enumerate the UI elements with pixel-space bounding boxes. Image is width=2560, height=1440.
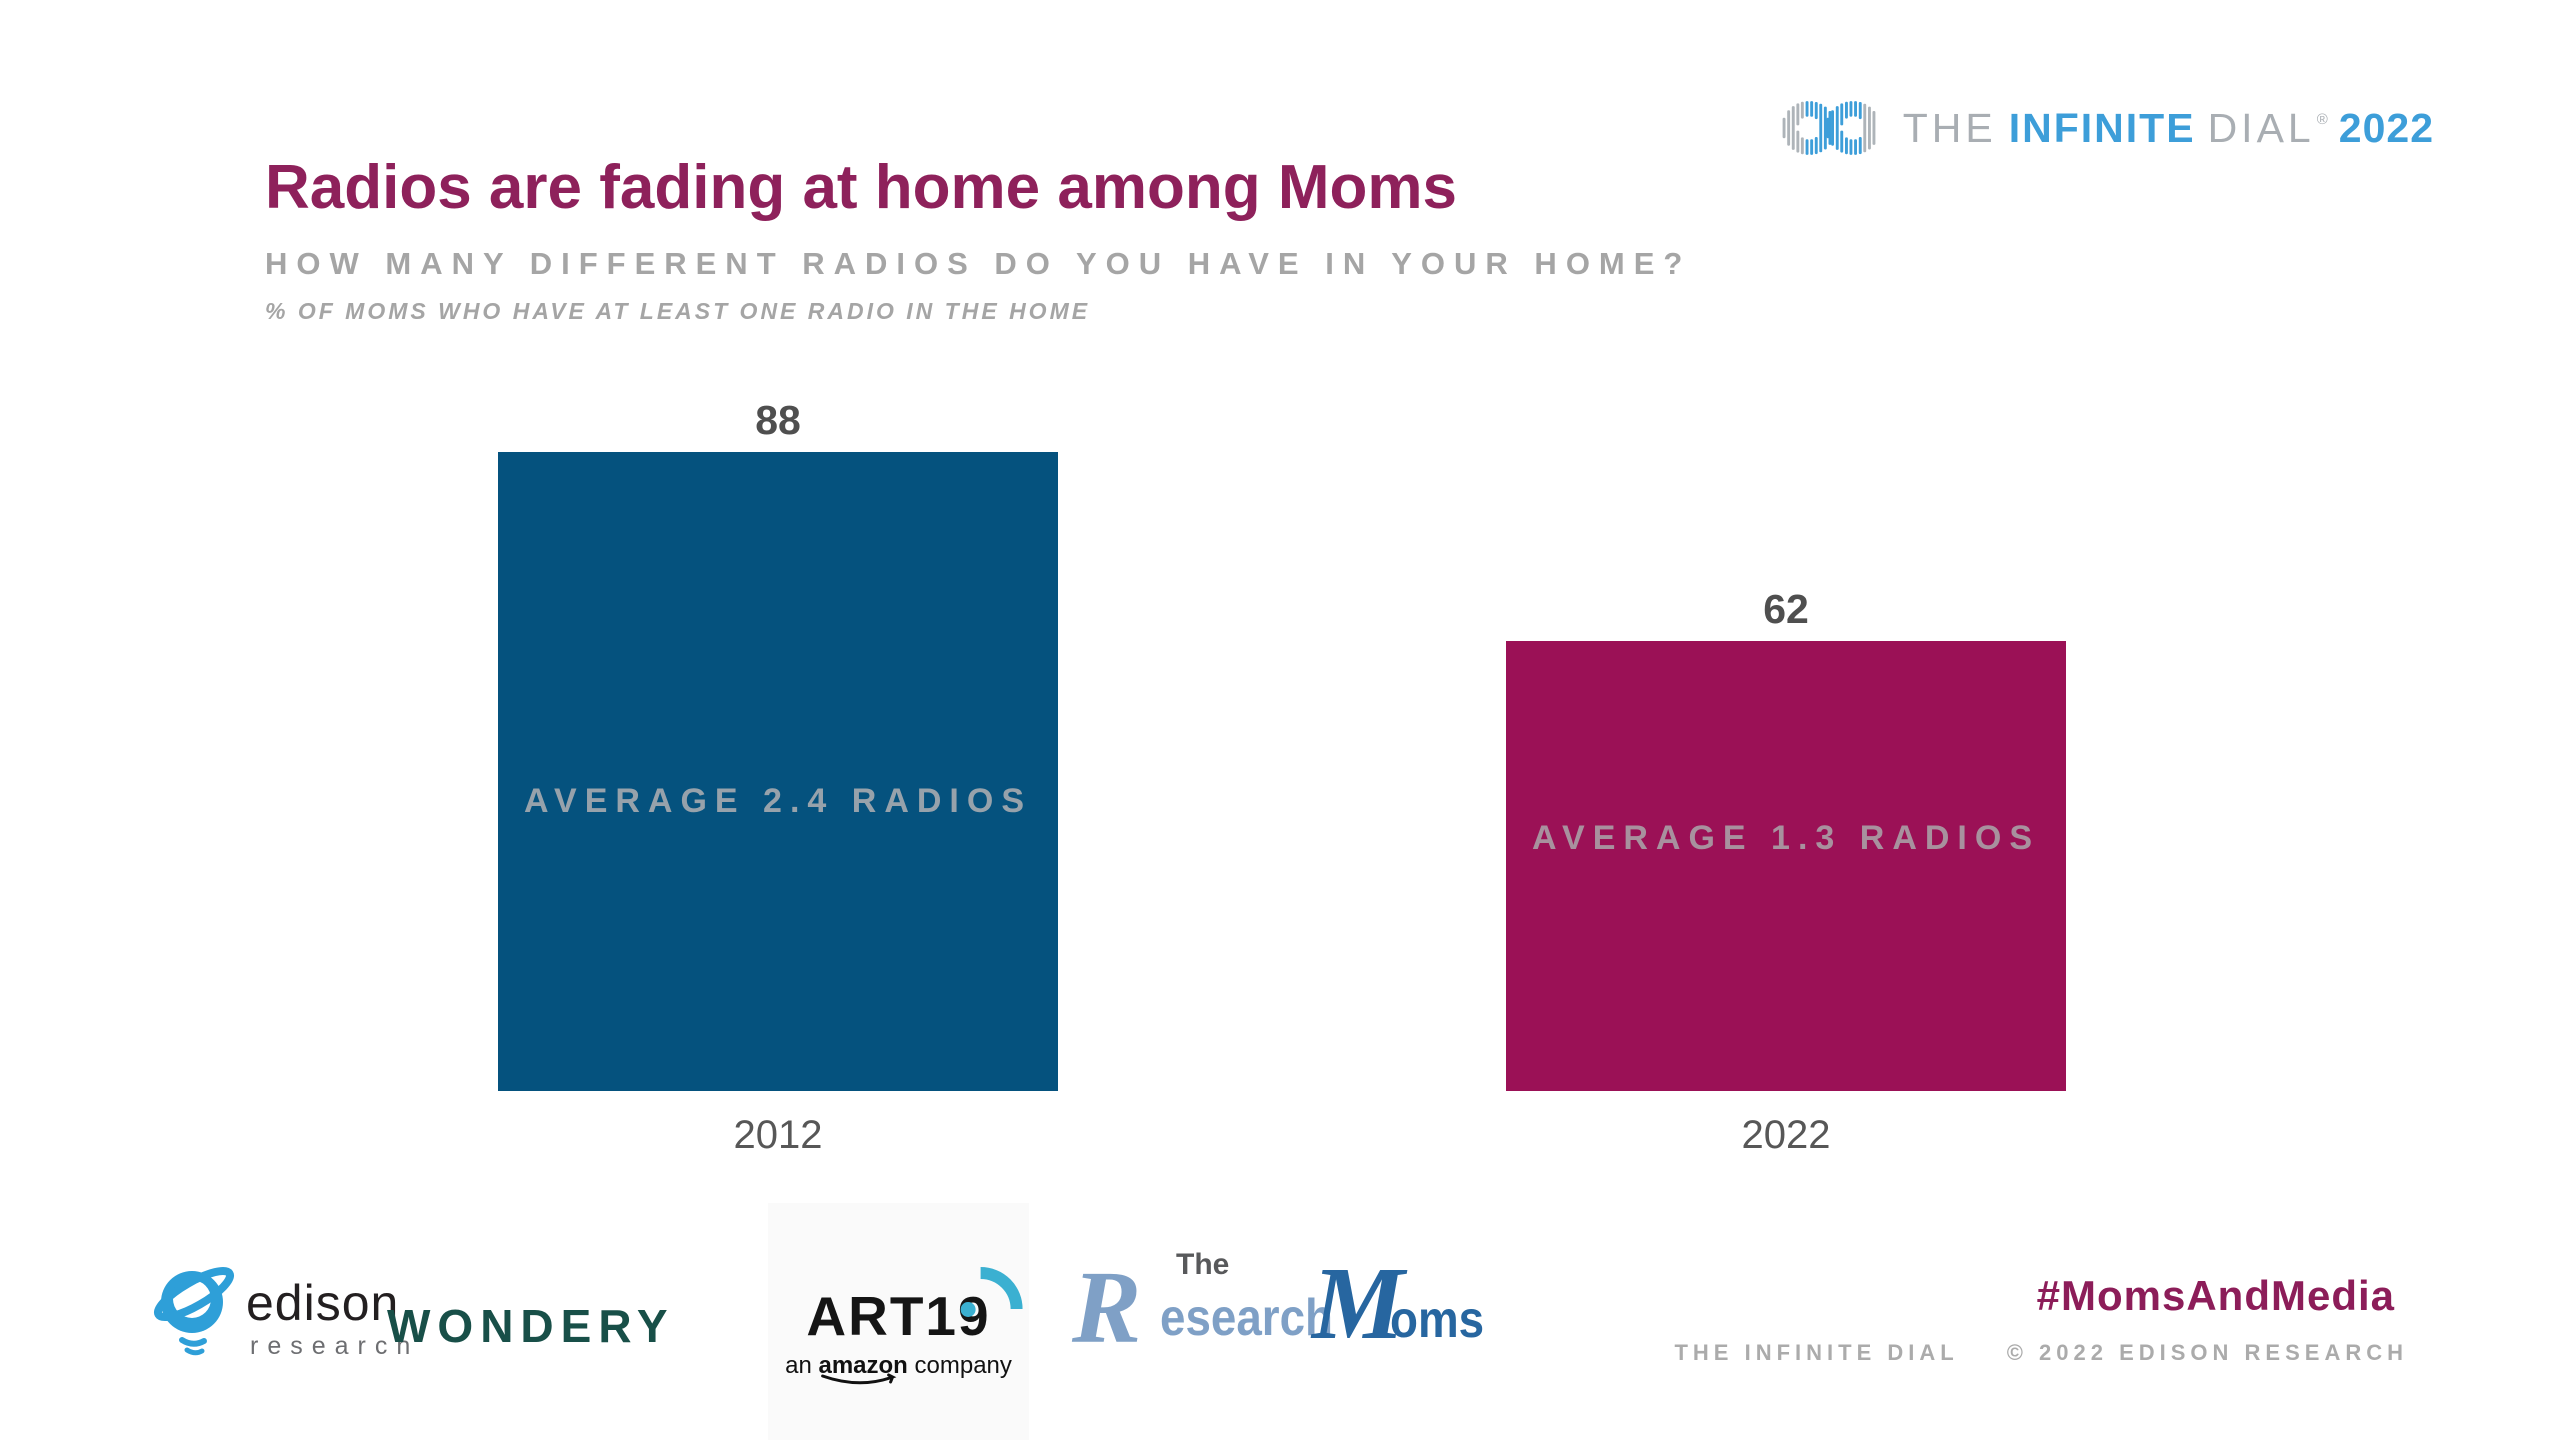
chart-question: HOW MANY DIFFERENT RADIOS DO YOU HAVE IN… (265, 246, 1692, 281)
art19-dot-icon (960, 1302, 976, 1317)
brand-year: 2022 (2338, 104, 2434, 151)
art19-sub-prefix: an (785, 1352, 819, 1379)
art19-name: ART19 (806, 1267, 1023, 1344)
art19-wordmark: ART19 (806, 1285, 991, 1347)
edison-research-logo: edison research (150, 1252, 419, 1361)
research-moms-oms: oms (1390, 1291, 1485, 1349)
amazon-smile-icon (820, 1373, 897, 1385)
edison-planet-icon (153, 1267, 235, 1356)
brand-the: THE (1902, 104, 1997, 151)
page-title: Radios are fading at home among Moms (265, 153, 1457, 222)
brand-dial: DIAL (2207, 104, 2315, 151)
bar-rect-2022: AVERAGE 1.3 RADIOS (1506, 641, 2066, 1091)
footer-credit-left: THE INFINITE DIAL (1674, 1340, 1959, 1365)
wondery-logo: WONDERY (387, 1300, 675, 1352)
edison-logo-text: edison research (246, 1278, 419, 1361)
bar-value-2012: 88 (755, 397, 801, 443)
research-moms-m: M (1312, 1246, 1405, 1361)
research-moms-r: R (1072, 1250, 1142, 1365)
art19-amazon-line: an amazon company (785, 1352, 1012, 1385)
infinite-dial-logo-icon (1782, 101, 1876, 155)
infinite-dial-logo: THE INFINITE DIAL ® 2022 (1781, 96, 2434, 160)
footer-credit-right: © 2022 EDISON RESEARCH (2006, 1340, 2408, 1365)
research-moms-logo: R The esearch M oms (1072, 1246, 1484, 1400)
bar-annotation-2012: AVERAGE 2.4 RADIOS (523, 782, 1032, 820)
edison-sub: research (250, 1332, 420, 1360)
x-axis-label-2012: 2012 (733, 1113, 823, 1157)
art19-sub-suffix: company (907, 1352, 1012, 1379)
bar-annotation-2022: AVERAGE 1.3 RADIOS (1531, 819, 2040, 857)
hashtag: #MomsAndMedia (2036, 1272, 2395, 1319)
brand-infinite: INFINITE (2008, 104, 2196, 151)
bar-rect-2012: AVERAGE 2.4 RADIOS (498, 452, 1058, 1091)
amazon-word: amazon (818, 1352, 908, 1385)
chart-base-note: % OF MOMS WHO HAVE AT LEAST ONE RADIO IN… (265, 298, 1091, 324)
art19-signal-arc-icon (980, 1267, 1023, 1310)
research-moms-esearch: esearch (1160, 1289, 1334, 1347)
registered-mark: ® (2316, 110, 2329, 128)
amazon-word-text: amazon (818, 1352, 908, 1379)
edison-name: edison (246, 1275, 400, 1331)
bar-value-2022: 62 (1763, 586, 1809, 632)
infinite-dial-logo-text: THE INFINITE DIAL ® 2022 (1903, 105, 2434, 152)
art19-logo-inner: ART19 an amazon company (785, 1267, 1023, 1385)
x-axis-label-2022: 2022 (1741, 1113, 1831, 1157)
art19-logo: ART19 an amazon company (768, 1203, 1029, 1440)
footer-credit: THE INFINITE DIAL © 2022 EDISON RESEARCH (1674, 1340, 2408, 1366)
research-moms-the: The (1176, 1248, 1230, 1281)
